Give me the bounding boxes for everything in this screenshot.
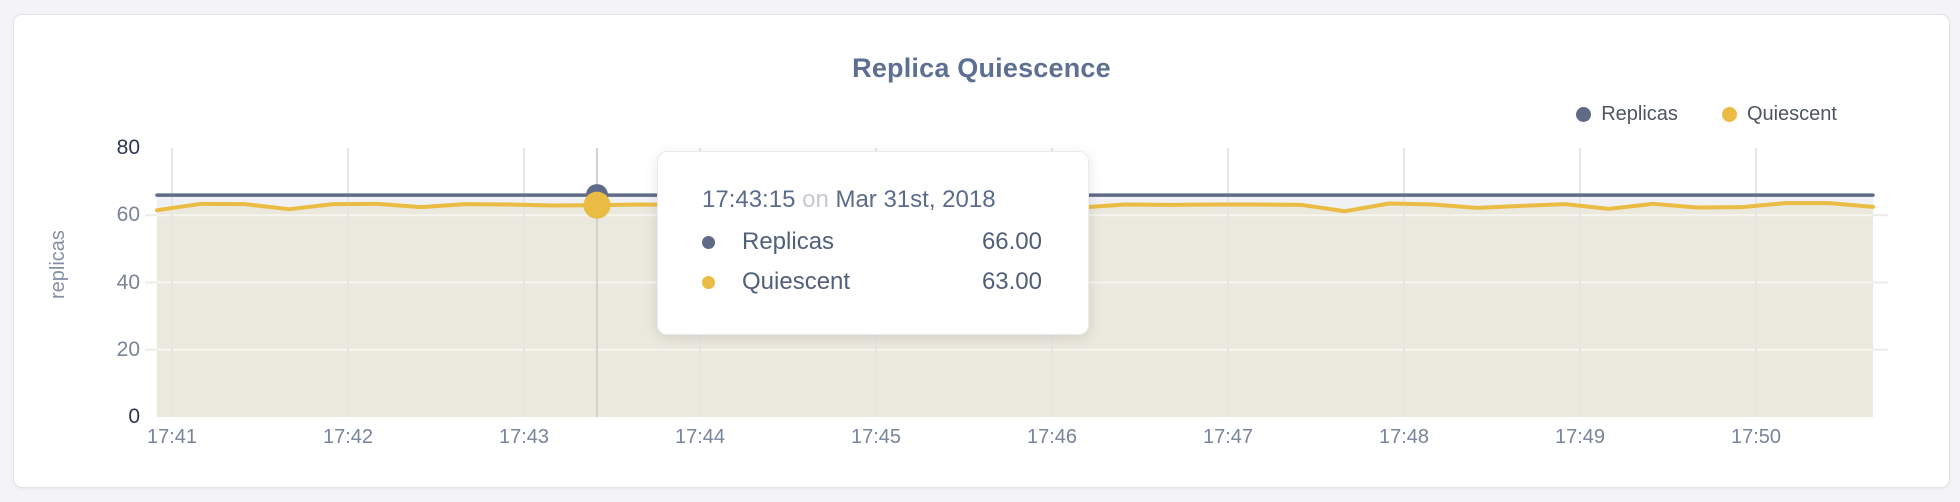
legend-item-replicas[interactable]: Replicas [1576, 103, 1678, 126]
x-tick-label: 17:41 [146, 426, 198, 448]
chart-legend: Replicas Quiescent [1576, 103, 1837, 126]
tooltip-header: 17:43:15 on Mar 31st, 2018 [702, 186, 1042, 214]
x-tick-label: 17:48 [1378, 426, 1430, 448]
tooltip-connector: on [802, 186, 829, 213]
tooltip-date: Mar 31st, 2018 [835, 186, 996, 213]
x-tick-label: 17:44 [674, 426, 726, 448]
tooltip-rows: Replicas 66.00 Quiescent 63.00 [702, 228, 1042, 296]
y-tick-label: 80 [116, 136, 140, 159]
chart-tooltip: 17:43:15 on Mar 31st, 2018 Replicas 66.00… [657, 151, 1089, 335]
x-tick-label: 17:49 [1554, 426, 1606, 448]
legend-item-quiescent[interactable]: Quiescent [1721, 103, 1837, 126]
y-tick-label: 60 [116, 203, 140, 227]
y-tick-label: 0 [128, 405, 140, 428]
chart-title: Replica Quiescence [852, 53, 1111, 83]
x-tick-label: 17:46 [1026, 426, 1078, 448]
tooltip-series-value: 66.00 [981, 228, 1042, 255]
tooltip-series-label: Quiescent [742, 268, 851, 295]
chart-card: Replica Quiescence Replicas Quiescent rep… [13, 14, 1950, 488]
tooltip-series-label: Replicas [742, 228, 835, 255]
legend-dot-icon [1576, 107, 1592, 122]
x-tick-label: 17:47 [1202, 426, 1254, 448]
y-tick-label: 40 [116, 270, 140, 294]
legend-dot-icon [1721, 107, 1737, 122]
legend-label: Replicas [1601, 103, 1678, 125]
tooltip-row-replicas: Replicas 66.00 [702, 228, 1042, 256]
tooltip-series-value: 63.00 [981, 268, 1042, 295]
tooltip-time: 17:43:15 [702, 186, 796, 213]
y-tick-label: 20 [116, 337, 140, 361]
x-tick-label: 17:45 [850, 426, 902, 448]
x-tick-label: 17:50 [1730, 426, 1782, 448]
x-tick-label: 17:42 [322, 426, 374, 448]
x-tick-label: 17:43 [498, 426, 550, 448]
legend-label: Quiescent [1746, 103, 1837, 125]
tooltip-row-quiescent: Quiescent 63.00 [702, 268, 1042, 296]
quiescent-hover-dot[interactable] [583, 191, 611, 219]
tooltip-series-dot-icon [702, 235, 715, 249]
tooltip-series-dot-icon [702, 275, 715, 289]
